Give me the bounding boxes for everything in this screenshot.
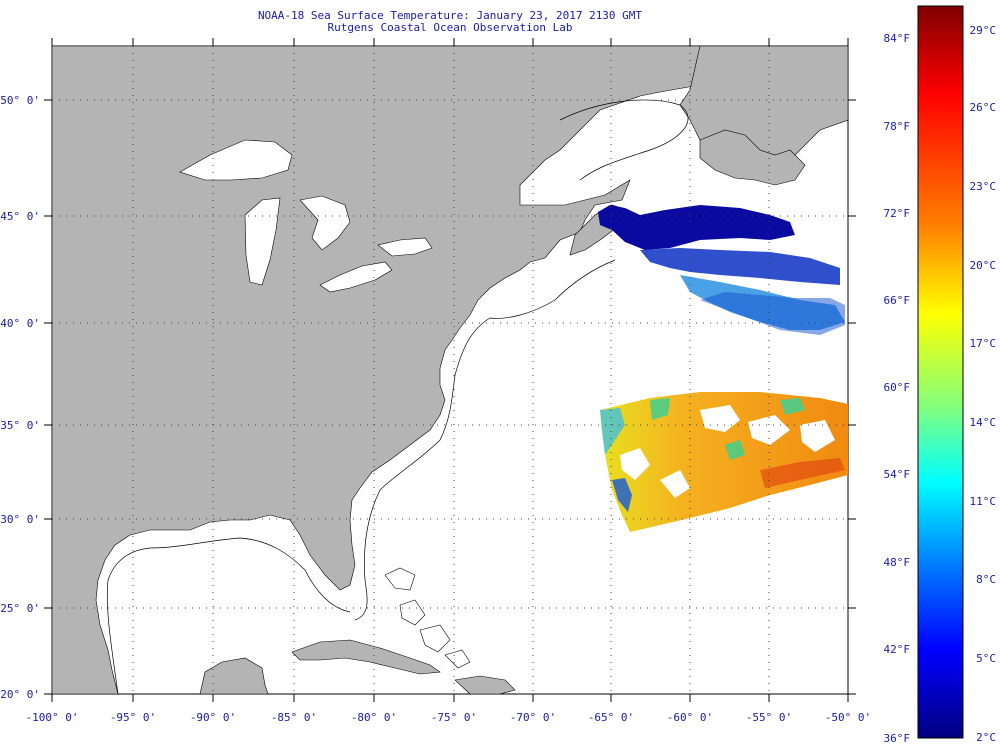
colorbar: 84°F 78°F 72°F 66°F 60°F 54°F 48°F 42°F 36°F 29°… — [884, 5, 997, 745]
land-north-america — [52, 46, 771, 694]
longitude-labels: -100° 0' -95° 0' -90° 0' -85° 0' -80° 0' -75°… — [26, 711, 872, 724]
longitude-label: -80° 0' — [351, 711, 397, 724]
colorbar-c-label: 29°C — [970, 24, 997, 37]
land-cuba — [291, 639, 441, 675]
colorbar-f-label: 78°F — [884, 120, 911, 133]
colorbar-f-label: 84°F — [884, 32, 911, 45]
colorbar-c-label: 14°C — [970, 416, 997, 429]
longitude-label: -90° 0' — [190, 711, 236, 724]
map-plot-area — [44, 38, 856, 702]
longitude-label: -75° 0' — [431, 711, 477, 724]
depth-contours — [106, 99, 689, 694]
longitude-label: -95° 0' — [110, 711, 156, 724]
colorbar-f-label: 36°F — [884, 732, 911, 745]
colorbar-c-label: 11°C — [970, 495, 997, 508]
sst-swath-south — [600, 392, 848, 532]
longitude-label: -60° 0' — [667, 711, 713, 724]
longitude-label: -50° 0' — [825, 711, 871, 724]
longitude-label: -85° 0' — [271, 711, 317, 724]
colorbar-c-label: 20°C — [970, 259, 997, 272]
colorbar-gradient — [917, 5, 964, 739]
frame-ticks — [44, 38, 856, 702]
colorbar-c-label: 8°C — [976, 573, 996, 586]
latitude-label: 50° 0' — [0, 94, 40, 107]
colorbar-fahrenheit-labels: 84°F 78°F 72°F 66°F 60°F 54°F 48°F 42°F 36°F — [884, 32, 911, 745]
latitude-label: 30° 0' — [0, 513, 40, 526]
colorbar-f-label: 54°F — [884, 468, 911, 481]
colorbar-c-label: 26°C — [970, 101, 997, 114]
colorbar-c-label: 17°C — [970, 337, 997, 350]
longitude-label: -70° 0' — [510, 711, 556, 724]
longitude-label: -100° 0' — [26, 711, 79, 724]
colorbar-f-label: 66°F — [884, 294, 911, 307]
longitude-label: -65° 0' — [588, 711, 634, 724]
colorbar-celsius-labels: 29°C 26°C 23°C 20°C 17°C 14°C 11°C 8°C 5°C 2°C — [970, 24, 997, 744]
latitude-label: 25° 0' — [0, 602, 40, 615]
map-title: NOAA-18 Sea Surface Temperature: January… — [257, 9, 643, 22]
latitude-labels: 50° 0' 45° 0' 40° 0' 35° 0' 30° 0' 25° 0' 20° … — [0, 94, 40, 701]
colorbar-c-label: 23°C — [970, 180, 997, 193]
colorbar-f-label: 60°F — [884, 381, 911, 394]
land-hispaniola — [454, 675, 516, 694]
colorbar-c-label: 5°C — [976, 652, 996, 665]
longitude-label: -55° 0' — [746, 711, 792, 724]
colorbar-f-label: 48°F — [884, 556, 911, 569]
latitude-label: 20° 0' — [0, 688, 40, 701]
graticule — [52, 46, 848, 694]
latitude-label: 45° 0' — [0, 210, 40, 223]
colorbar-f-label: 72°F — [884, 207, 911, 220]
bahamas — [384, 567, 471, 669]
latitude-label: 40° 0' — [0, 317, 40, 330]
latitude-label: 35° 0' — [0, 419, 40, 432]
land-yucatan — [199, 657, 269, 694]
colorbar-f-label: 42°F — [884, 643, 911, 656]
land-newfoundland — [699, 129, 806, 186]
colorbar-c-label: 2°C — [976, 731, 996, 744]
great-lakes — [179, 139, 433, 293]
map-subtitle: Rutgens Coastal Ocean Observation Lab — [327, 21, 573, 34]
